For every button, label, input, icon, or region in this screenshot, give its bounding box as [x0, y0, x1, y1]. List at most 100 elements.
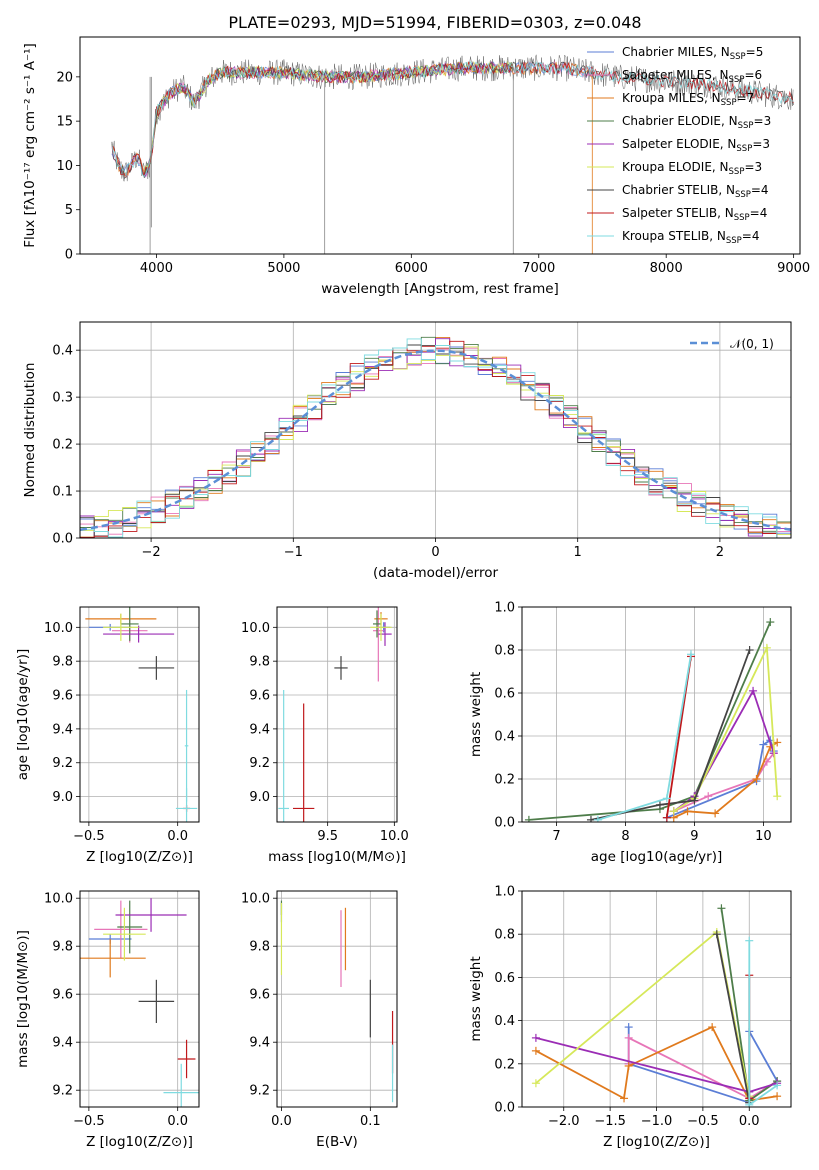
y-tick-label: 0.0 — [494, 1101, 515, 1116]
y-tick-label: 15 — [56, 115, 73, 130]
x-axis-label: (data-model)/error — [373, 565, 499, 581]
plot-area-mass-vs-EBV — [280, 900, 394, 1103]
y-tick-label: 0.8 — [494, 644, 515, 659]
x-tick-label: 0.0 — [167, 829, 188, 844]
series-marker — [620, 1094, 629, 1103]
series-marker — [690, 796, 699, 805]
axes-frame — [79, 606, 200, 823]
x-tick-label: 7000 — [522, 261, 555, 276]
y-tick-label: 9.8 — [52, 940, 73, 955]
y-axis-label: mass [log10(M/M⊙)] — [15, 930, 31, 1068]
series-marker — [766, 618, 775, 627]
axes-frame — [79, 890, 200, 1108]
series-line-8 — [748, 940, 778, 1107]
y-tick-label: 0.6 — [494, 687, 515, 702]
x-tick-label: −0.5 — [687, 1114, 719, 1129]
axes-mass-vs-EBV: 0.0 0.1 9.2 9.4 9.6 9.8 10.0 E(B-V) — [241, 890, 398, 1150]
y-tick-label: 1.0 — [494, 601, 515, 616]
y-tick-label: 9.2 — [249, 756, 270, 771]
x-tick-label: −1 — [284, 545, 303, 560]
series-line-5 — [535, 930, 751, 1097]
chart-title: PLATE=0293, MJD=51994, FIBERID=0303, z=0… — [228, 13, 641, 32]
legend-label: Salpeter ELODIE, NSSP=3 — [622, 137, 770, 154]
y-tick-label: 0.2 — [52, 438, 73, 453]
x-tick-label: 0.1 — [360, 1114, 381, 1129]
y-tick-label: 9.6 — [52, 988, 73, 1003]
y-tick-label: 9.8 — [249, 655, 270, 670]
y-axis-label: mass weight — [468, 956, 484, 1041]
series-marker — [704, 792, 713, 801]
y-tick-label: 0.0 — [52, 532, 73, 547]
legend-label: 𝒩(0, 1) — [730, 337, 774, 351]
series-marker — [762, 643, 771, 652]
legend-residuals: 𝒩(0, 1) — [690, 337, 774, 351]
series-marker — [773, 1081, 782, 1090]
series-marker — [586, 815, 595, 822]
y-tick-label: 0.2 — [494, 1057, 515, 1072]
x-tick-label: −1.0 — [641, 1114, 673, 1129]
x-tick-label: −2 — [142, 545, 161, 560]
x-tick-label: 1 — [574, 545, 582, 560]
axes-residuals: −2 −1 0 1 2 0.0 0.1 0.2 0.3 0.4 (data-model)/error… — [22, 321, 792, 581]
x-tick-label: 9000 — [777, 261, 810, 276]
y-tick-label: 0.1 — [52, 485, 73, 500]
series-marker — [773, 738, 782, 747]
y-tick-label: 0.8 — [494, 928, 515, 943]
y-tick-label: 9.4 — [52, 1036, 73, 1051]
series-marker — [683, 807, 692, 816]
y-tick-label: 9.2 — [52, 1084, 73, 1099]
series-marker — [662, 813, 671, 822]
model-spectrum-5 — [143, 60, 514, 173]
plot-area-mass-vs-Z — [80, 898, 199, 1107]
y-tick-label: 10.0 — [44, 892, 73, 907]
y-tick-label: 0.3 — [52, 391, 73, 406]
series-line-6 — [715, 934, 751, 1103]
y-tick-label: 9.4 — [52, 722, 73, 737]
model-spectrum-8 — [111, 60, 794, 178]
x-tick-label: 4000 — [140, 261, 173, 276]
y-tick-label: 9.2 — [249, 1084, 270, 1099]
y-tick-label: 10.0 — [241, 892, 270, 907]
y-tick-label: 9.6 — [52, 689, 73, 704]
series-marker — [593, 815, 602, 822]
y-tick-label: 9.0 — [52, 790, 73, 805]
axes-mass-weight-vs-Z: −2.0 −1.5 −1.0 −0.5 0.0 0.0 0.2 0.4 0.6 0.8 1.0 Z [… — [468, 885, 792, 1150]
series-marker — [745, 1100, 754, 1107]
series-marker — [773, 792, 782, 801]
x-tick-label: 8 — [621, 829, 629, 844]
y-tick-label: 10 — [56, 159, 73, 174]
series-marker — [624, 1033, 633, 1042]
y-tick-label: 9.8 — [52, 655, 73, 670]
x-tick-label: 10.0 — [380, 829, 409, 844]
y-axis-label: Normed distribution — [22, 363, 38, 498]
axes-age-vs-mass: 9.5 10.0 9.0 9.2 9.4 9.6 9.8 10.0 mass [log10(M/… — [241, 606, 409, 865]
y-tick-label: 0.0 — [494, 816, 515, 831]
histogram-8 — [80, 338, 791, 538]
plot-area-mass-weight-vs-age — [524, 618, 782, 822]
series-line-6 — [590, 649, 751, 821]
legend-label: Kroupa MILES, NSSP=7 — [622, 91, 754, 108]
y-axis-label: Flux [fλ10⁻¹⁷ erg cm⁻² s⁻¹ A⁻¹] — [22, 43, 38, 248]
x-axis-label: E(B-V) — [316, 1134, 358, 1150]
legend-label: Kroupa STELIB, NSSP=4 — [622, 229, 760, 246]
x-tick-label: 6000 — [395, 261, 428, 276]
series-marker — [662, 794, 671, 803]
x-tick-label: 9.5 — [317, 829, 338, 844]
series-marker — [669, 807, 678, 816]
series-line-2 — [535, 1025, 778, 1102]
model-spectrum-4 — [143, 61, 514, 177]
series-marker — [624, 1023, 633, 1032]
series-marker — [752, 775, 761, 783]
plot-area-spectrum — [111, 54, 794, 254]
series-line-5 — [673, 644, 779, 813]
axes-frame — [79, 36, 801, 255]
legend-label: Salpeter MILES, NSSP=6 — [622, 68, 762, 85]
x-tick-label: 0 — [431, 545, 439, 560]
series-marker — [524, 815, 533, 822]
x-tick-label: 5000 — [267, 261, 300, 276]
x-tick-label: −0.5 — [73, 1114, 105, 1129]
y-axis-label: age [log10(age/yr)] — [15, 649, 31, 781]
x-tick-label: −1.5 — [594, 1114, 626, 1129]
series-marker — [531, 1046, 540, 1055]
series-marker — [686, 650, 695, 659]
